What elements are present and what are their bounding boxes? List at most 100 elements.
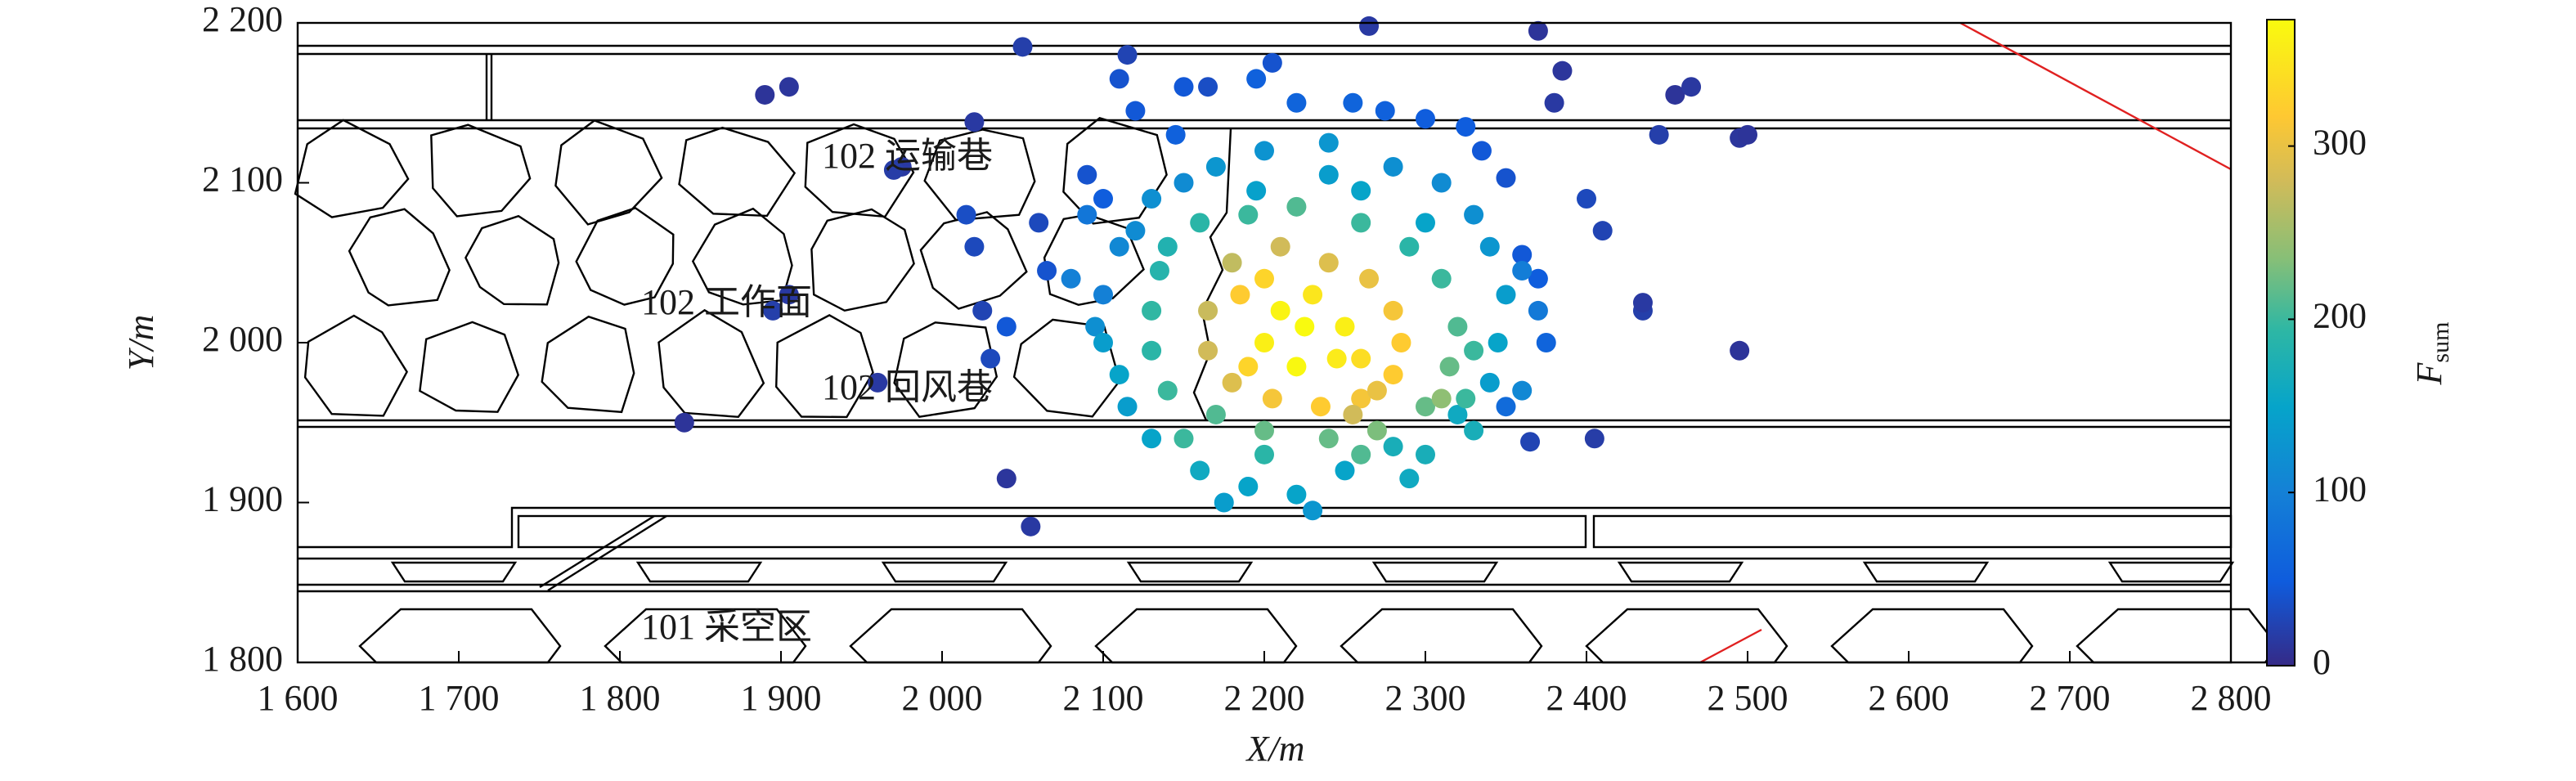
point <box>1416 444 1435 465</box>
x-tick-label: 2 100 <box>1063 678 1144 718</box>
roadway-line <box>539 514 655 589</box>
point <box>1125 101 1146 121</box>
goaf-cell <box>2107 561 2235 583</box>
point <box>1351 388 1371 409</box>
point <box>674 412 694 433</box>
point <box>1632 293 1653 313</box>
goaf-cell <box>923 128 1036 222</box>
point <box>1286 196 1307 217</box>
point <box>972 300 993 321</box>
colorbar-tick-label: 0 <box>2313 642 2331 682</box>
point <box>1399 469 1420 489</box>
goaf-cell <box>1617 561 1744 583</box>
point <box>1681 77 1702 97</box>
map-annotation: 102 回风巷 <box>822 367 993 407</box>
x-tick-label: 2 600 <box>1869 678 1950 718</box>
point <box>1335 460 1355 481</box>
colorbar-tick-label: 300 <box>2313 123 2367 163</box>
point <box>1093 189 1113 209</box>
point <box>1447 316 1468 337</box>
goaf-cell <box>464 214 560 306</box>
point <box>1190 213 1210 233</box>
goaf-cell <box>2076 608 2279 664</box>
point <box>964 236 985 257</box>
point <box>1012 37 1033 57</box>
point <box>1456 117 1476 137</box>
x-tick-label: 2 700 <box>2030 678 2111 718</box>
point <box>1222 253 1242 273</box>
point <box>1303 285 1323 305</box>
point <box>1037 261 1057 281</box>
point <box>1367 380 1387 401</box>
point <box>1479 236 1500 257</box>
x-tick-label: 1 800 <box>580 678 661 718</box>
point <box>1270 236 1290 257</box>
roadway-line <box>298 506 2231 549</box>
point <box>1512 261 1533 281</box>
point <box>1351 181 1371 201</box>
x-tick-label: 2 000 <box>902 678 983 718</box>
point <box>1738 124 1757 145</box>
colorbar-tick-label: 200 <box>2313 296 2367 336</box>
goaf-cell <box>804 123 915 218</box>
goaf-cell <box>554 119 663 226</box>
point <box>1077 204 1097 225</box>
point <box>1367 420 1387 441</box>
point <box>1286 92 1307 113</box>
goaf-cell <box>303 314 408 417</box>
goaf-cell <box>774 314 874 419</box>
point <box>1149 261 1169 281</box>
point <box>1262 52 1282 73</box>
point <box>1021 516 1041 536</box>
point <box>1351 213 1371 233</box>
point <box>1117 45 1138 65</box>
point <box>1142 429 1162 449</box>
point <box>996 316 1016 337</box>
point <box>1165 124 1186 145</box>
point <box>996 469 1016 489</box>
point <box>1351 348 1371 369</box>
point <box>1142 189 1162 209</box>
point <box>1496 168 1516 188</box>
point <box>1318 429 1339 449</box>
point <box>1157 236 1178 257</box>
point <box>1125 221 1146 241</box>
point <box>763 300 783 321</box>
goaf-cell <box>635 561 763 583</box>
point <box>1205 156 1226 177</box>
point <box>1254 141 1274 161</box>
point <box>1117 397 1138 417</box>
goaf-cell <box>1862 561 1990 583</box>
goaf-cell <box>419 321 520 413</box>
point <box>1351 444 1371 465</box>
point <box>1512 245 1533 265</box>
point <box>956 204 976 225</box>
goaf-cell <box>1094 608 1298 664</box>
point <box>1447 404 1468 424</box>
goaf-cell <box>1371 561 1499 583</box>
goaf-cell <box>1585 608 1788 664</box>
point <box>1464 340 1484 361</box>
colorbar-label: Fsum <box>2409 322 2454 386</box>
point <box>1230 285 1250 305</box>
goaf-cell <box>849 608 1052 664</box>
point <box>1528 300 1548 321</box>
goaf-cell <box>541 315 635 414</box>
point <box>1496 285 1516 305</box>
point <box>1029 213 1049 233</box>
point <box>1431 173 1452 193</box>
goaf-cell <box>575 206 675 306</box>
point <box>1359 16 1380 36</box>
x-tick-label: 2 400 <box>1546 678 1627 718</box>
boundary-line <box>1959 21 2232 171</box>
point <box>1536 333 1556 352</box>
point <box>1303 500 1323 521</box>
map-annotation: 102 运输巷 <box>822 136 993 176</box>
point <box>1198 77 1218 97</box>
map-annotation: 101 采空区 <box>641 607 812 647</box>
point <box>1254 333 1274 352</box>
point <box>1174 429 1194 449</box>
goaf-cell <box>678 126 797 218</box>
point <box>1496 397 1516 417</box>
point <box>1383 300 1403 321</box>
